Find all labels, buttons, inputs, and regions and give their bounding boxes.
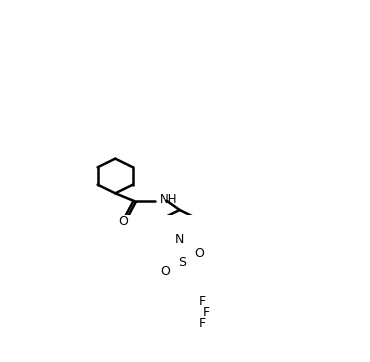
Text: F: F [199,295,206,308]
Text: O: O [118,215,128,228]
Text: F: F [202,306,209,319]
Text: NH: NH [160,193,178,206]
Text: O: O [161,265,171,278]
Text: F: F [199,317,206,329]
Text: O: O [194,247,204,260]
Text: N: N [175,233,184,247]
Text: S: S [178,256,186,269]
